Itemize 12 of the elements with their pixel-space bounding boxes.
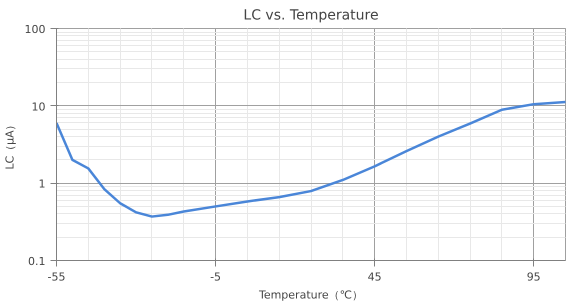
y-tick-label: 10 <box>32 100 46 114</box>
y-tick-label: 1 <box>38 178 46 191</box>
chart-title: LC vs. Temperature <box>243 8 379 24</box>
x-tick-label: -55 <box>48 270 66 284</box>
y-tick-label: 100 <box>24 23 46 36</box>
line-series <box>56 100 566 218</box>
x-tick-label: 95 <box>526 270 541 284</box>
x-tick-label: -5 <box>210 270 222 284</box>
y-axis-title: LC（μA） <box>4 119 17 170</box>
y-tick-label: 0.1 <box>28 255 46 268</box>
x-axis-title: Temperature（℃） <box>258 288 364 302</box>
x-tick-label: 45 <box>368 270 382 284</box>
